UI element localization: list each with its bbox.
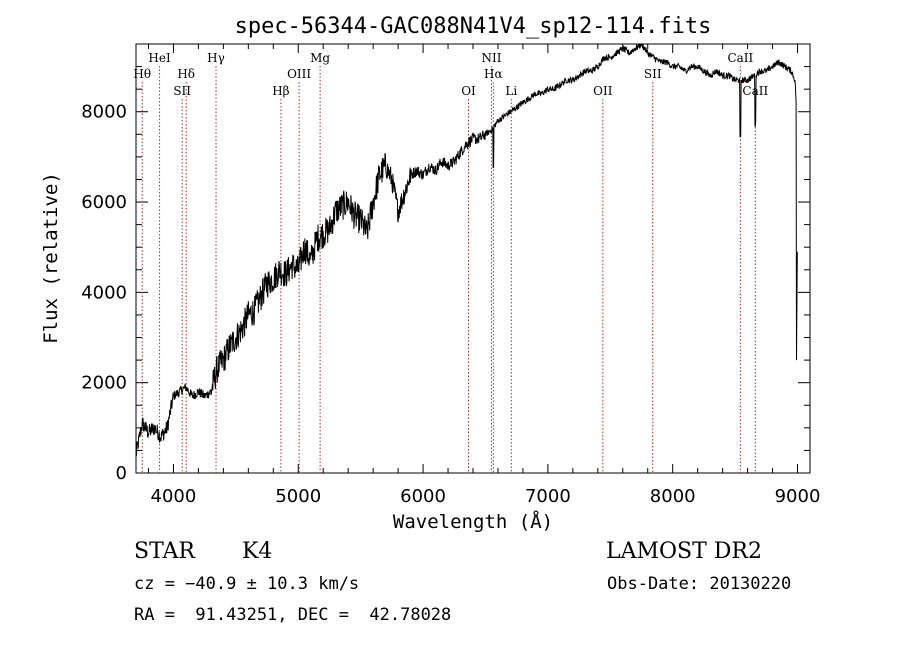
line-marker-label: Hγ	[207, 51, 225, 65]
plot-frame	[135, 43, 811, 474]
y-tick-label: 8000	[81, 102, 127, 123]
x-tick-label: 6000	[400, 486, 446, 507]
line-marker-label: NII	[481, 51, 501, 65]
spectrum-series	[135, 43, 798, 457]
info-panel: STAR K4 LAMOST DR2 cz = −40.9 ± 10.3 km/…	[134, 539, 791, 625]
line-marker-label: SII	[644, 67, 662, 81]
line-marker-label: CaII	[727, 51, 753, 65]
line-marker-label: Mg	[310, 51, 330, 65]
y-axis-label: Flux (relative)	[40, 172, 62, 344]
spectrum-line	[135, 43, 798, 457]
line-marker-label: Li	[505, 84, 517, 98]
x-tick-label: 4000	[151, 486, 197, 507]
line-marker-label: OIII	[287, 67, 311, 81]
line-marker-label: HeI	[148, 51, 171, 65]
x-tick-label: 9000	[775, 486, 821, 507]
x-tick-label: 5000	[275, 486, 321, 507]
line-marker-label: OI	[461, 84, 476, 98]
y-tick-label: 4000	[81, 282, 127, 303]
coordinates-readout: RA = 91.43251, DEC = 42.78028	[134, 605, 451, 625]
x-tick-label: 8000	[650, 486, 696, 507]
survey-name: LAMOST DR2	[606, 539, 762, 564]
observation-date: Obs-Date: 20130220	[607, 574, 791, 594]
line-marker-label: SII	[173, 84, 191, 98]
y-tick-label: 2000	[81, 373, 127, 394]
x-axis-label: Wavelength (Å)	[393, 510, 553, 533]
object-subclass: K4	[242, 539, 272, 564]
line-marker-label: Hβ	[272, 84, 289, 98]
line-marker-label: Hθ	[133, 67, 151, 81]
y-tick-label: 0	[116, 463, 127, 484]
line-marker-label: OII	[593, 84, 613, 98]
x-tick-labels: 4000 5000 6000 7000 8000 9000	[151, 486, 821, 507]
y-tick-label: 6000	[81, 192, 127, 213]
chart-title: spec-56344-GAC088N41V4_sp12-114.fits	[235, 14, 712, 39]
y-tick-labels: 0 2000 4000 6000 8000	[81, 102, 127, 484]
line-marker-label: Hα	[484, 67, 503, 81]
redshift-readout: cz = −40.9 ± 10.3 km/s	[134, 574, 359, 594]
axis-ticks	[136, 43, 810, 474]
line-marker-label: CaII	[742, 84, 768, 98]
object-class: STAR	[134, 539, 196, 564]
x-tick-label: 7000	[525, 486, 571, 507]
line-marker-label: Hδ	[177, 67, 195, 81]
